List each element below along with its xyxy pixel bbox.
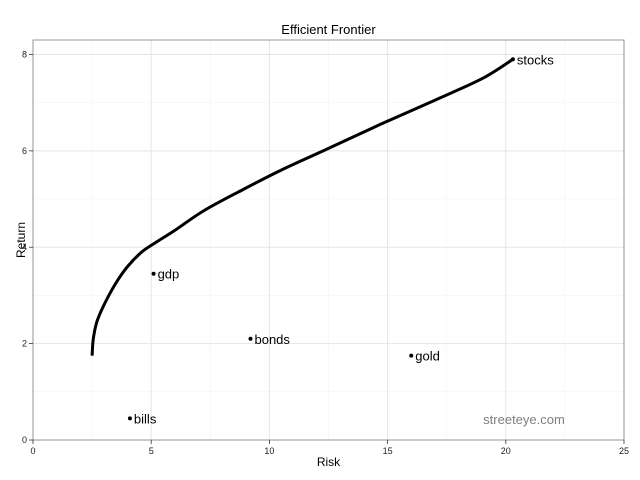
point-bonds bbox=[248, 336, 253, 341]
point-label-gold: gold bbox=[415, 349, 440, 364]
efficient-frontier-line bbox=[90, 58, 514, 356]
y-tick-label: 2 bbox=[22, 339, 27, 349]
y-tick-label: 6 bbox=[22, 146, 27, 156]
x-tick-label: 20 bbox=[501, 446, 511, 456]
major-grid bbox=[32, 40, 625, 441]
y-tick-label: 8 bbox=[22, 49, 27, 59]
chart-title: Efficient Frontier bbox=[281, 22, 376, 37]
point-label-bonds: bonds bbox=[254, 332, 290, 347]
x-tick-label: 15 bbox=[383, 446, 393, 456]
x-tick-label: 0 bbox=[30, 446, 35, 456]
axis-ticks: 0 5 10 15 20 25 0 2 4 6 8 bbox=[22, 49, 629, 456]
x-tick-label: 10 bbox=[264, 446, 274, 456]
point-label-stocks: stocks bbox=[517, 52, 554, 67]
point-gold bbox=[409, 353, 414, 358]
point-stocks bbox=[510, 57, 515, 62]
x-tick-label: 25 bbox=[619, 446, 629, 456]
y-tick-label: 0 bbox=[22, 435, 27, 445]
point-bills bbox=[127, 416, 132, 421]
watermark-text: streeteye.com bbox=[483, 412, 565, 427]
asset-points: stocks gdp bonds gold bills bbox=[127, 52, 554, 426]
point-gdp bbox=[151, 271, 156, 276]
y-tick-label: 4 bbox=[22, 242, 27, 252]
x-axis-title: Risk bbox=[317, 455, 341, 469]
point-label-gdp: gdp bbox=[158, 267, 180, 282]
point-label-bills: bills bbox=[134, 411, 157, 426]
minor-grid bbox=[33, 40, 624, 440]
y-axis-title: Return bbox=[14, 222, 28, 258]
x-tick-label: 5 bbox=[149, 446, 154, 456]
plot-frame bbox=[32, 39, 625, 441]
